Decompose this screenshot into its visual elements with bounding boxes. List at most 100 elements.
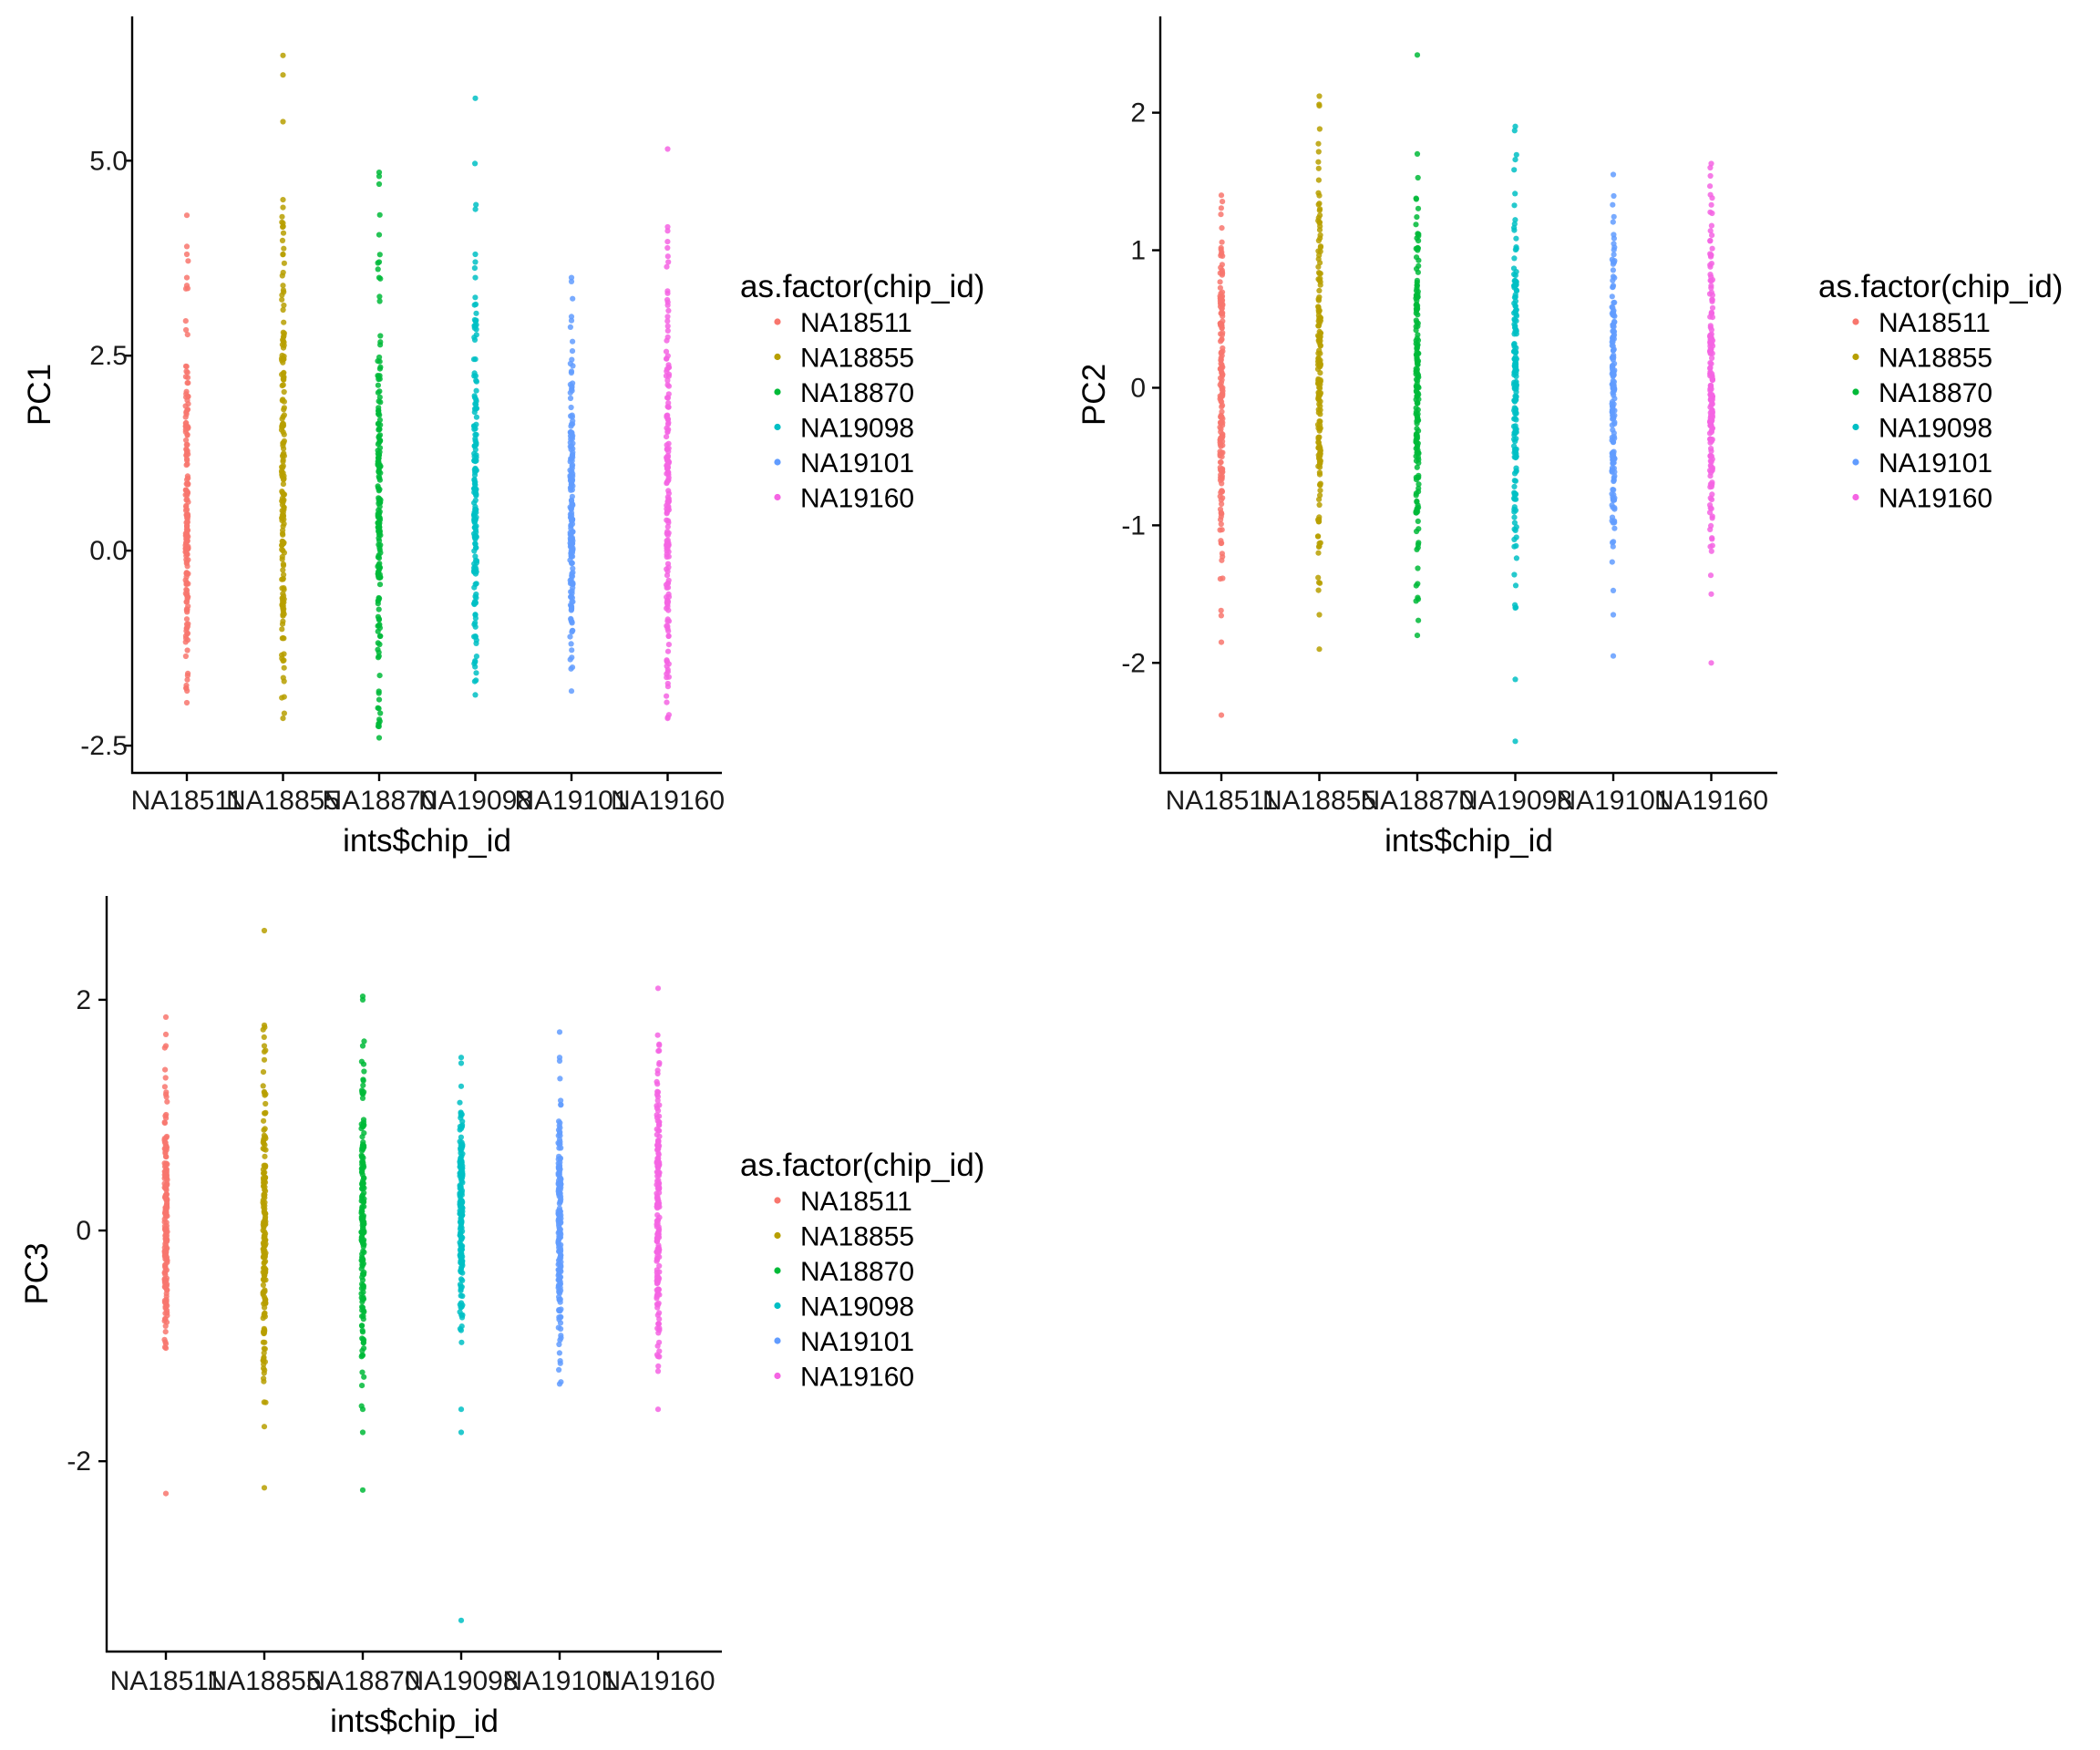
data-point [183, 581, 190, 587]
data-point [183, 616, 190, 623]
data-point [184, 587, 190, 593]
data-point [1610, 403, 1616, 410]
data-point [162, 1150, 169, 1157]
data-point [162, 1323, 169, 1329]
data-point [655, 1234, 663, 1240]
data-point [1610, 497, 1616, 503]
data-point [183, 462, 190, 468]
data-point [557, 1249, 564, 1255]
data-point [1511, 483, 1518, 490]
data-point [184, 526, 190, 533]
data-point [1316, 126, 1323, 132]
data-point [664, 446, 671, 452]
data-point [472, 251, 479, 258]
data-point [1317, 235, 1323, 242]
data-point [664, 699, 670, 705]
data-point [1414, 633, 1421, 639]
data-point [567, 324, 574, 330]
data-point [569, 500, 575, 507]
data-point [1709, 491, 1715, 498]
data-point [162, 1031, 170, 1037]
data-point [1317, 315, 1323, 322]
data-point [358, 1152, 365, 1158]
data-point [654, 1195, 660, 1201]
data-point [359, 1181, 365, 1188]
x-axis-title: ints$chip_id [343, 823, 511, 859]
data-point [654, 1146, 662, 1152]
data-point [183, 251, 190, 258]
data-point [472, 274, 479, 281]
data-point [262, 1339, 268, 1345]
data-point [262, 1288, 268, 1294]
data-point [1218, 252, 1224, 259]
data-point [280, 334, 287, 340]
data-point [457, 1247, 463, 1253]
data-point [376, 180, 383, 188]
data-point [1709, 245, 1715, 252]
data-point [1709, 515, 1715, 521]
data-point [279, 292, 285, 298]
data-point [665, 488, 672, 494]
data-point [280, 287, 286, 293]
data-point [471, 561, 478, 567]
data-point [359, 1299, 365, 1305]
data-point [570, 470, 576, 478]
data-point [260, 1146, 266, 1152]
data-point [1415, 269, 1421, 275]
data-point [1317, 447, 1323, 453]
data-point [377, 550, 384, 556]
data-point [556, 1029, 563, 1035]
data-point [458, 1083, 465, 1089]
data-point [280, 338, 286, 345]
data-point [281, 260, 287, 266]
data-point [664, 541, 671, 548]
data-point [361, 1164, 367, 1170]
data-point [260, 1282, 266, 1288]
data-point [164, 1098, 170, 1105]
data-point [1217, 298, 1223, 304]
data-point [359, 1429, 366, 1436]
data-point [1708, 446, 1714, 452]
data-point [473, 670, 479, 676]
data-point [1511, 300, 1518, 306]
data-point [1709, 456, 1715, 462]
data-point [1511, 372, 1518, 378]
data-point [664, 510, 670, 516]
legend-label-NA19098: NA19098 [800, 1292, 914, 1323]
data-point [376, 173, 383, 180]
x-axis-title: ints$chip_id [330, 1704, 499, 1739]
legend-swatch [1852, 388, 1859, 396]
data-point [162, 1066, 169, 1073]
data-point [185, 258, 191, 264]
data-point [261, 1056, 268, 1063]
data-point [1511, 470, 1518, 477]
data-point [556, 1200, 563, 1207]
data-point [654, 985, 662, 992]
data-point [654, 1081, 661, 1087]
data-point [1708, 160, 1714, 167]
data-point [472, 356, 479, 363]
data-point [1610, 612, 1617, 618]
data-point [458, 1276, 465, 1282]
data-point [360, 1123, 366, 1130]
data-point [664, 623, 670, 629]
data-point [1707, 252, 1714, 259]
data-point [1708, 393, 1715, 399]
data-point [360, 1282, 366, 1289]
data-point [262, 1240, 269, 1247]
data-point [654, 1368, 662, 1374]
data-point [183, 243, 190, 250]
data-point [1611, 371, 1617, 377]
data-point [184, 407, 191, 413]
data-point [376, 574, 382, 581]
data-point [1708, 421, 1714, 427]
data-point [163, 1167, 170, 1173]
data-point [1709, 407, 1715, 414]
data-point [1707, 172, 1714, 180]
data-point [459, 1143, 466, 1149]
data-point [358, 1237, 365, 1243]
data-point [360, 1339, 366, 1346]
data-point [1316, 461, 1323, 468]
data-point [164, 1182, 170, 1189]
data-point [359, 1095, 366, 1101]
